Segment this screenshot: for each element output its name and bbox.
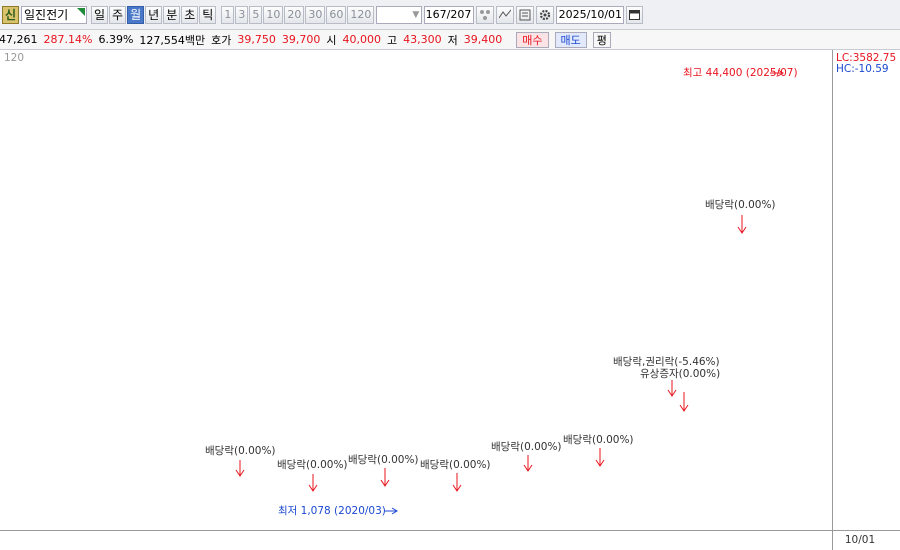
quote-high: 43,300 <box>403 33 442 46</box>
annotation: 배당락(0.00%) <box>277 459 348 471</box>
icon <box>480 9 491 20</box>
interval-button[interactable]: 30 <box>305 5 326 24</box>
quote-turnover: 6.39% <box>98 33 134 46</box>
icon <box>499 9 512 18</box>
tool-icon[interactable] <box>516 5 535 24</box>
chart: 120 LC:3582.75 HC:-10.59 10/01 최고 44,400… <box>0 50 900 550</box>
icon <box>629 10 641 20</box>
quote-low-label: 저 <box>447 33 458 47</box>
interval-button[interactable]: 60 <box>326 5 347 24</box>
calendar-icon[interactable] <box>626 5 644 24</box>
period-button[interactable]: 주 <box>109 5 127 24</box>
date-field[interactable]: 2025/10/01 <box>556 5 625 24</box>
page-counter: 167/207 <box>424 5 475 24</box>
annotation-arrow <box>737 215 747 234</box>
annotation-arrow <box>385 507 398 515</box>
quote-open-label: 시 <box>326 33 337 47</box>
chart-background <box>0 50 900 550</box>
annotation-arrow <box>308 474 318 492</box>
tool-icon[interactable] <box>496 5 515 24</box>
annotation: 배당락(0.00%) <box>420 459 491 471</box>
period-button[interactable]: 틱 <box>199 5 217 24</box>
annotation: 배당락(0.00%) <box>205 445 276 457</box>
quote-amount: 127,554백만 <box>139 33 206 47</box>
interval-dropdown[interactable]: ▼ <box>376 5 423 24</box>
quote-low: 39,400 <box>463 33 503 46</box>
settings-icon[interactable] <box>536 5 555 24</box>
annotation: 배당락,권리락(-5.46%) <box>613 356 720 368</box>
stock-name-field[interactable]: 일진전기 <box>21 5 87 24</box>
annotation-arrow <box>523 455 533 472</box>
stock-name-marker <box>77 7 85 16</box>
interval-button[interactable]: 120 <box>347 5 375 24</box>
annotations: 최고 44,400 (2025/07) 배당락(0.00%) 배당락(0.00%… <box>205 67 798 517</box>
quote-open: 40,000 <box>342 33 382 46</box>
quote-bid-label: 호가 <box>211 33 232 47</box>
stock-name: 일진전기 <box>24 8 69 22</box>
annotation-arrow <box>770 69 784 77</box>
buy-button[interactable]: 매수 <box>516 31 549 48</box>
lc-label: LC:3582.75 <box>836 52 896 64</box>
icon <box>540 9 551 20</box>
period-buttons: 일 주 월 년 분 초 틱 <box>91 5 217 24</box>
period-label: 120 <box>4 52 24 64</box>
interval-button[interactable]: 1 <box>221 5 235 24</box>
quote-volume-ratio: 287.14% <box>43 33 93 46</box>
annotation: 배당락(0.00%) <box>563 434 634 446</box>
tool-icon[interactable] <box>476 5 495 24</box>
sell-button[interactable]: 매도 <box>554 31 587 48</box>
annotation: 배당락(0.00%) <box>491 441 562 453</box>
period-button[interactable]: 일 <box>91 5 109 24</box>
period-button[interactable]: 초 <box>181 5 199 24</box>
annotation: 유상증자(0.00%) <box>640 368 720 380</box>
eval-button[interactable]: 평 <box>592 31 611 48</box>
quote-bar: 47,261 287.14% 6.39% 127,554백만 호가 39,750… <box>0 30 900 50</box>
period-button[interactable]: 월 <box>127 5 145 24</box>
annotation-arrow <box>235 460 245 477</box>
annotation-arrow <box>452 473 462 492</box>
quote-bid: 39,700 <box>281 33 321 46</box>
annotation-high: 최고 44,400 (2025/07) <box>683 67 798 79</box>
icon <box>519 9 531 20</box>
toolbar: 신 일진전기 일 주 월 년 분 초 틱 1 3 5 10 20 30 60 1… <box>0 0 900 30</box>
period-button[interactable]: 년 <box>145 5 163 24</box>
interval-button[interactable]: 10 <box>263 5 284 24</box>
interval-buttons: 1 3 5 10 20 30 60 120 <box>221 5 375 24</box>
stock-badge[interactable]: 신 <box>2 5 19 24</box>
interval-button[interactable]: 3 <box>235 5 249 24</box>
annotation: 배당락(0.00%) <box>705 199 776 211</box>
quote-high-label: 고 <box>387 33 398 47</box>
period-button[interactable]: 분 <box>163 5 181 24</box>
annotation-arrow <box>595 448 605 467</box>
annotation-arrow <box>679 392 689 412</box>
annotation-arrow <box>667 380 677 397</box>
hc-label: HC:-10.59 <box>836 63 889 75</box>
quote-ask: 39,750 <box>237 33 276 46</box>
quote-volume: 47,261 <box>0 33 38 46</box>
annotation-low: 최저 1,078 (2020/03) <box>278 505 386 517</box>
annotation: 배당락(0.00%) <box>348 454 419 466</box>
annotation-arrow <box>380 468 390 487</box>
interval-button[interactable]: 20 <box>284 5 305 24</box>
last-date-label: 10/01 <box>845 534 875 546</box>
interval-button[interactable]: 5 <box>249 5 263 24</box>
